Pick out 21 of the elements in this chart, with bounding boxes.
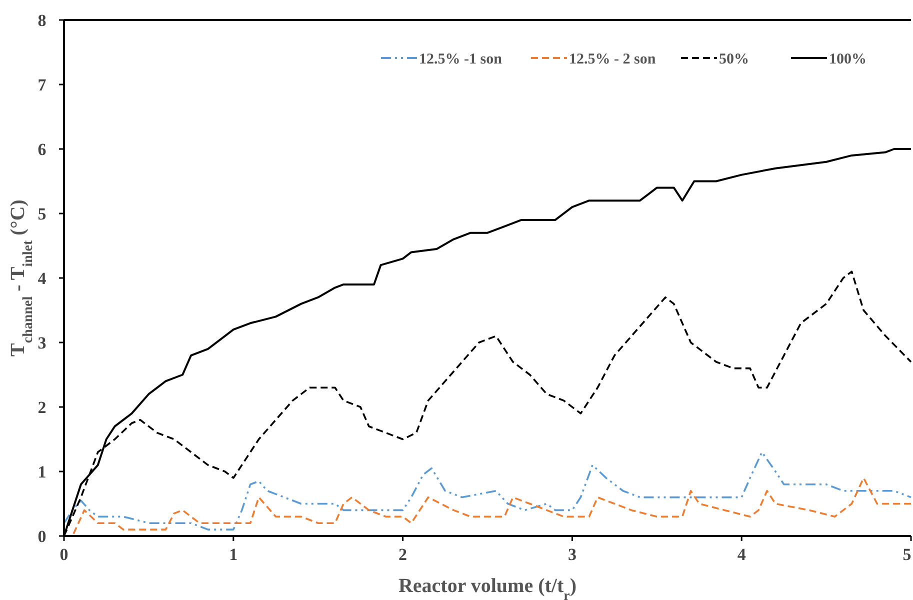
x-axis-title: Reactor volume (t/t$_{r}$) [398, 575, 577, 600]
x-tick-label: 3 [568, 545, 576, 564]
line-series [63, 451, 912, 530]
legend-label: 12.5% -1 son [419, 51, 503, 68]
y-tick-label: 2 [38, 398, 46, 417]
x-tick-label: 2 [398, 545, 408, 564]
y-tick-label: 0 [38, 526, 46, 546]
y-tick-label: 1 [38, 462, 46, 482]
x-tick-label: 5 [902, 545, 912, 564]
y-tick-label: 5 [38, 204, 46, 224]
y-tick-label: 6 [38, 140, 46, 159]
x-tick-label: 4 [737, 545, 746, 564]
legend-label: 12.5% - 2 son [569, 51, 656, 68]
y-tick-label: 4 [38, 268, 47, 288]
legend-label: 100% [829, 51, 866, 68]
y-tick-label: 7 [38, 75, 47, 94]
x-tick-label: 0 [60, 545, 68, 564]
legend-label: 50% [719, 51, 749, 68]
y-tick-label: 8 [38, 10, 46, 30]
x-tick-label: 1 [229, 545, 238, 564]
y-tick-label: 3 [38, 333, 46, 352]
